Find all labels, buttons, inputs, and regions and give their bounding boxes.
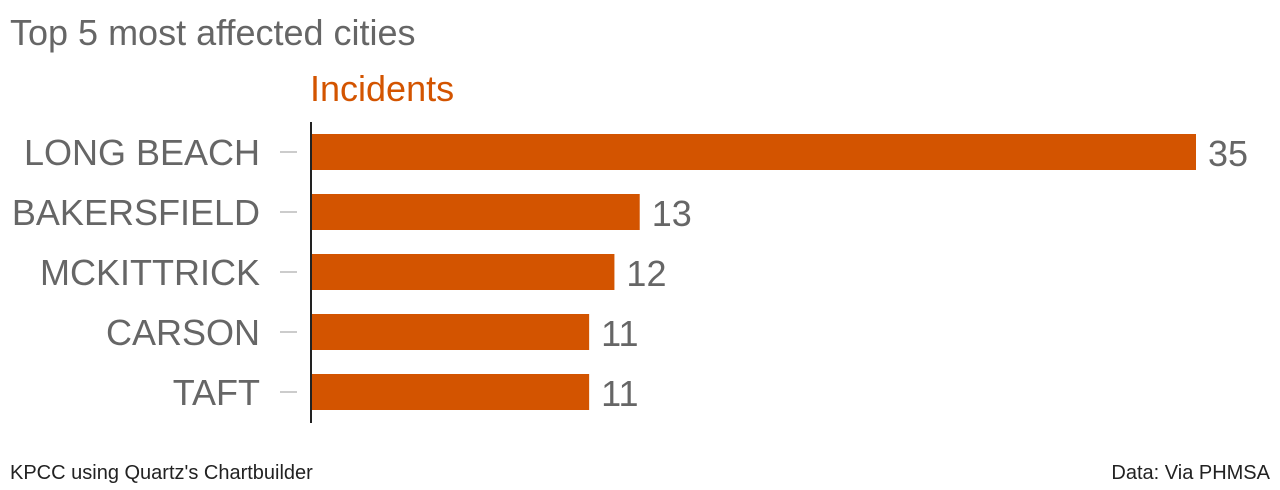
y-tick-label: BAKERSFIELD <box>12 192 260 233</box>
y-tick-label: TAFT <box>173 372 260 413</box>
data-label: 35 <box>1208 133 1248 174</box>
y-tick-label: LONG BEACH <box>24 132 260 173</box>
bar <box>311 254 615 290</box>
y-tick-label: MCKITTRICK <box>40 252 260 293</box>
data-label: 13 <box>652 193 692 234</box>
credit-text: KPCC using Quartz's Chartbuilder <box>10 462 313 484</box>
bar <box>311 134 1196 170</box>
data-label: 11 <box>601 373 638 414</box>
source-text: Data: Via PHMSA <box>1111 462 1270 484</box>
series-label: Incidents <box>310 68 455 109</box>
bar <box>311 194 640 230</box>
bar <box>311 374 590 410</box>
y-tick-label: CARSON <box>106 312 260 353</box>
chart-title: Top 5 most affected cities <box>10 12 416 53</box>
bar <box>311 314 590 350</box>
data-label: 11 <box>601 313 638 354</box>
data-label: 12 <box>626 253 666 294</box>
